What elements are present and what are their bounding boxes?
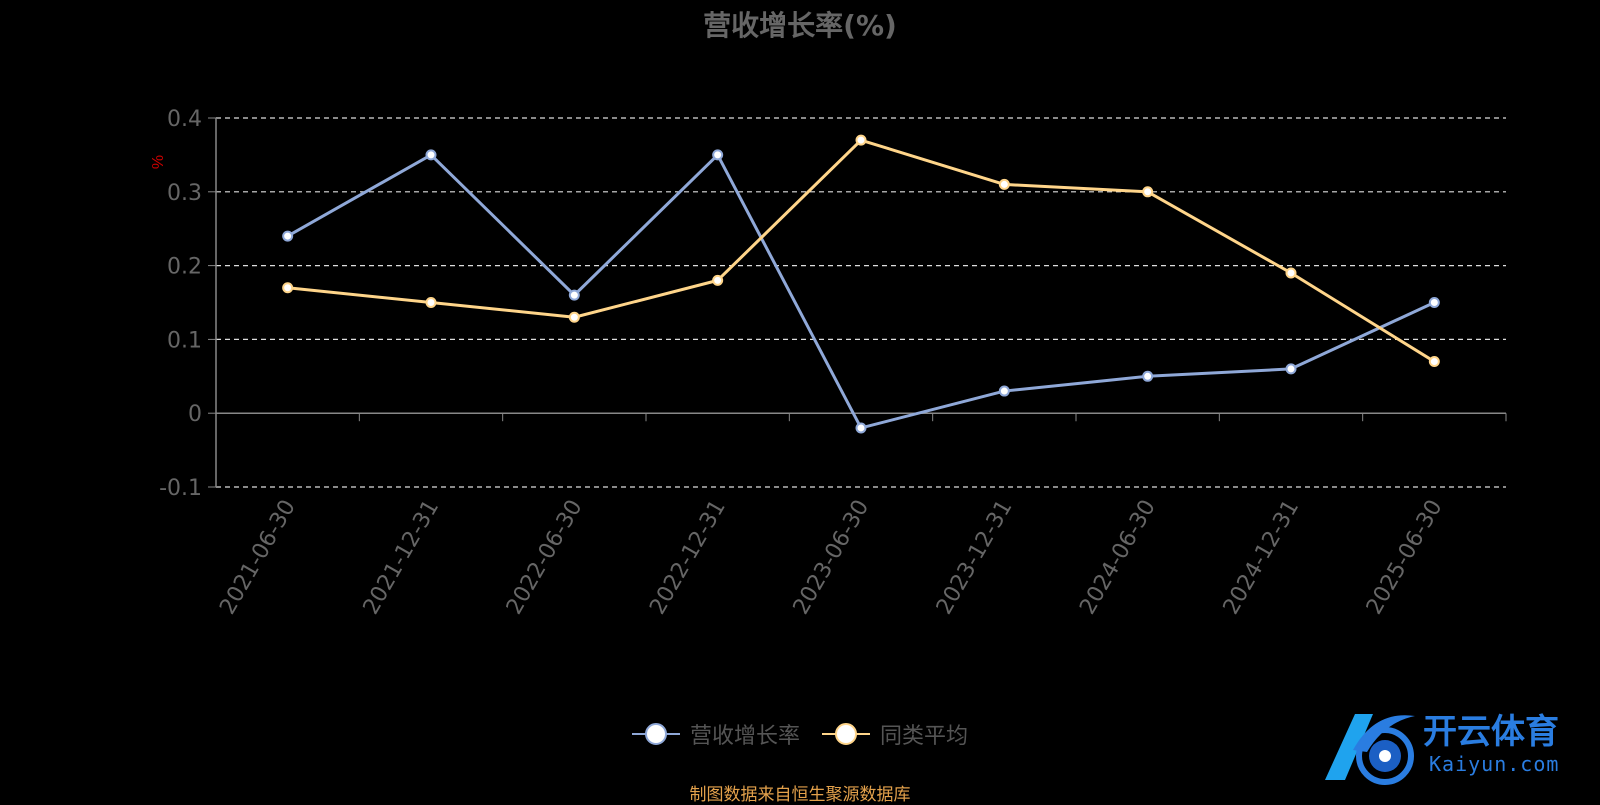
series-line <box>286 153 1435 430</box>
x-tick-label: 2025-06-30 <box>1362 496 1448 619</box>
chart-title: 营收增长率(%) <box>703 9 897 42</box>
x-tick-label: 2021-12-31 <box>359 496 445 619</box>
data-point <box>568 289 580 301</box>
watermark-url: Kaiyun.com <box>1429 752 1560 776</box>
y-tick-label: -0.1 <box>159 476 202 501</box>
data-point <box>282 230 294 242</box>
data-point <box>1142 186 1154 198</box>
x-tick-label: 2022-12-31 <box>645 496 731 619</box>
data-point <box>1428 297 1440 308</box>
ball-logo-icon <box>1325 714 1415 785</box>
data-point <box>1142 370 1154 382</box>
data-point <box>998 385 1010 397</box>
data-point <box>998 178 1010 190</box>
data-point <box>568 311 580 323</box>
legend: 营收增长率 同类平均 <box>0 718 1600 750</box>
watermark-text: 开云体育 <box>1423 712 1559 752</box>
y-axis-label: % <box>150 155 167 169</box>
data-point <box>855 422 867 434</box>
x-tick-label: 2023-12-31 <box>932 496 1018 619</box>
axes <box>208 117 1507 488</box>
x-tick-label: 2023-06-30 <box>789 496 875 619</box>
y-tick-label: 0 <box>188 402 202 427</box>
y-tick-label: 0.4 <box>167 107 202 132</box>
watermark-logo: 开云体育 Kaiyun.com <box>1315 702 1600 792</box>
data-point <box>425 297 437 308</box>
data-point <box>855 134 867 146</box>
data-point <box>282 282 294 294</box>
y-tick-label: 0.1 <box>167 328 202 353</box>
data-point <box>1285 267 1297 279</box>
legend-label-revenue-growth: 营收增长率 <box>689 724 800 749</box>
legend-label-peer-average: 同类平均 <box>880 724 969 749</box>
data-point <box>712 149 724 161</box>
data-point <box>425 149 437 161</box>
data-point <box>712 274 724 286</box>
legend-swatch-peer-average <box>822 722 870 746</box>
y-tick-label: 0.2 <box>167 255 202 280</box>
x-tick-labels: 2021-06-30 2021-12-31 2022-06-30 2022-12-31… <box>215 496 1447 619</box>
series-line <box>287 138 1436 363</box>
x-tick-label: 2024-12-31 <box>1219 496 1305 619</box>
grid-lines <box>216 117 1506 488</box>
x-tick-label: 2024-06-30 <box>1075 496 1161 619</box>
legend-item-revenue-growth[interactable]: 营收增长率 <box>631 718 800 750</box>
data-point <box>1428 356 1440 368</box>
legend-swatch-revenue-growth <box>631 722 680 746</box>
y-tick-label: 0.3 <box>167 181 202 206</box>
series-lines <box>282 134 1440 434</box>
data-point <box>1285 363 1297 375</box>
x-tick-label: 2021-06-30 <box>215 496 301 619</box>
x-tick-label: 2022-06-30 <box>502 496 588 619</box>
legend-item-peer-average[interactable]: 同类平均 <box>822 718 968 750</box>
y-tick-labels: 0.4 0.3 0.2 0.1 0 -0.1 <box>159 107 202 501</box>
